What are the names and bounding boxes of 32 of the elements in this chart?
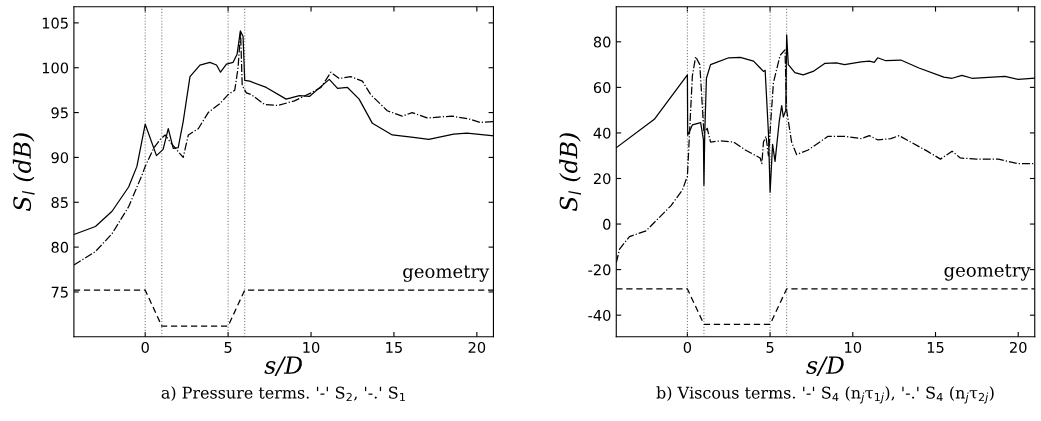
x-tick-label: 10 (303, 341, 320, 353)
x-tick-label: 20 (468, 341, 486, 353)
y-tick-label: 90 (51, 152, 69, 164)
y-tick-label: 105 (42, 17, 68, 29)
x-tick-label: 5 (224, 342, 232, 353)
chart-title: b) Viscous terms. '-' S$_{4}$ (n$_{j}$τ$_{1j}$), '-.' S$_{4}$ (n$_{j}$τ$_{2j}$) (656, 386, 994, 404)
y-tick-label: 95 (51, 107, 68, 119)
x-tick-label: 5 (766, 342, 774, 353)
y-tick-label: 60 (593, 82, 611, 94)
x-tick-label: 20 (1010, 341, 1027, 353)
x-axis-title: s/D (264, 356, 303, 376)
y-tick-label: 40 (593, 127, 611, 139)
y-axis-title: S$_{l}$ (dB) (559, 133, 581, 212)
y-tick-label: 75 (51, 286, 68, 298)
x-axis-title: s/D (806, 356, 844, 376)
text: a) Pressure terms. '-' S$_{2}$, '-.' S$_{1}$ (161, 386, 405, 402)
y-tick-label: 80 (51, 241, 69, 253)
y-tick-label: 20 (593, 173, 611, 185)
x-tick-label: 15 (386, 342, 402, 353)
y-tick-label: 85 (51, 196, 68, 209)
annotation: geometry (403, 265, 490, 282)
x-tick-label: 0 (683, 341, 692, 353)
y-tick-label: -20 (588, 264, 611, 276)
y-tick-label: -40 (588, 309, 611, 321)
x-tick-label: 15 (927, 342, 944, 353)
y-axis-title: S$_{l}$ (dB) (12, 133, 35, 212)
y-tick-label: 0 (603, 218, 611, 230)
x-tick-label: 0 (141, 341, 149, 353)
y-tick-label: 80 (593, 36, 611, 48)
x-tick-label: 10 (845, 341, 862, 353)
annotation: geometry (944, 264, 1031, 281)
y-tick-label: 100 (42, 62, 69, 74)
